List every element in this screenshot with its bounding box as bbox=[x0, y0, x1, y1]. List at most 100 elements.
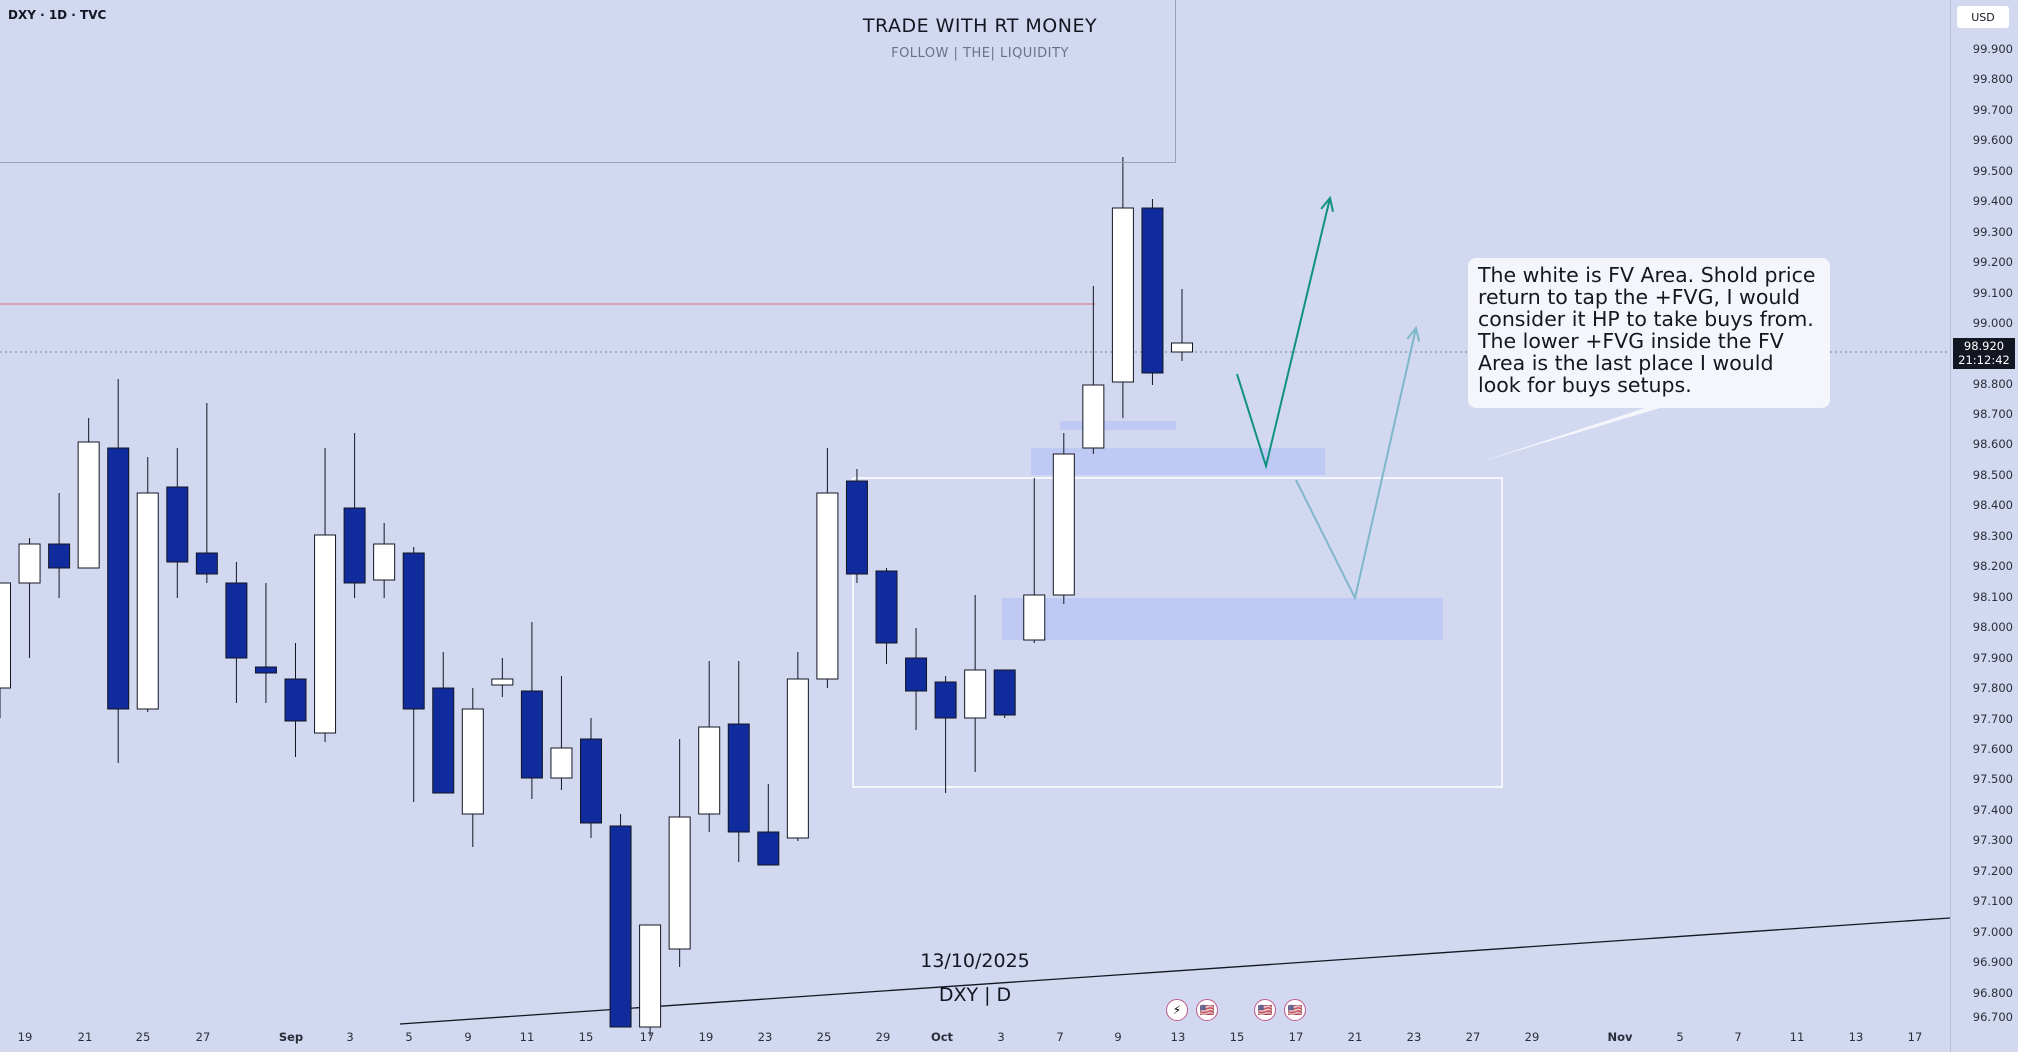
price-tick-label: 99.200 bbox=[1972, 255, 2013, 269]
bullish-candle bbox=[1082, 384, 1105, 449]
price-tick-label: 98.200 bbox=[1972, 559, 2013, 573]
bullish-candle bbox=[314, 534, 337, 734]
bearish-candle bbox=[993, 669, 1016, 716]
price-tick-label: 96.900 bbox=[1972, 955, 2013, 969]
note-pointer bbox=[1480, 408, 1660, 462]
bearish-candle bbox=[609, 825, 632, 1028]
bearish-candle bbox=[254, 666, 277, 674]
bullish-candle bbox=[77, 441, 100, 569]
price-tick-label: 98.800 bbox=[1972, 377, 2013, 391]
time-tick-label: 15 bbox=[1229, 1030, 1245, 1044]
price-tick-label: 96.800 bbox=[1972, 986, 2013, 1000]
price-tick-label: 97.900 bbox=[1972, 651, 2013, 665]
bullish-candle bbox=[1111, 207, 1134, 383]
price-tick-label: 98.500 bbox=[1972, 468, 2013, 482]
time-tick-label: 21 bbox=[77, 1030, 93, 1044]
price-tick-label: 99.500 bbox=[1972, 164, 2013, 178]
time-tick-label: 27 bbox=[195, 1030, 211, 1044]
time-tick-label: 27 bbox=[1465, 1030, 1481, 1044]
price-tick-label: 97.700 bbox=[1972, 712, 2013, 726]
price-tick-label: 99.300 bbox=[1972, 225, 2013, 239]
bearish-candle bbox=[875, 570, 898, 644]
time-tick-label: 5 bbox=[1676, 1030, 1684, 1044]
bullish-candle bbox=[816, 492, 839, 680]
price-tick-label: 97.800 bbox=[1972, 681, 2013, 695]
us-flag-icon[interactable]: 🇺🇸 bbox=[1254, 999, 1276, 1021]
bearish-candle bbox=[225, 582, 248, 659]
lightning-icon[interactable]: ⚡ bbox=[1166, 999, 1188, 1021]
price-tick-label: 99.000 bbox=[1972, 316, 2013, 330]
price-plot[interactable] bbox=[0, 0, 1950, 1052]
time-tick-label: 21 bbox=[1347, 1030, 1363, 1044]
bullish-candle bbox=[639, 924, 662, 1028]
time-tick-label: 19 bbox=[17, 1030, 33, 1044]
bearish-candle bbox=[845, 480, 868, 575]
projection-arrow-secondary-head bbox=[1406, 325, 1421, 342]
bullish-candle bbox=[1052, 453, 1075, 596]
price-tick-label: 97.000 bbox=[1972, 925, 2013, 939]
time-tick-label: 19 bbox=[698, 1030, 714, 1044]
countdown: 21:12:42 bbox=[1958, 353, 2010, 367]
time-tick-label: 17 bbox=[1288, 1030, 1304, 1044]
time-tick-label: 7 bbox=[1734, 1030, 1742, 1044]
annotation-note[interactable]: The white is FV Area. Shold price return… bbox=[1468, 258, 1830, 408]
projection-arrow-primary-head bbox=[1320, 195, 1334, 212]
time-tick-label: 29 bbox=[1524, 1030, 1540, 1044]
time-tick-label: Nov bbox=[1607, 1030, 1633, 1044]
bullish-candle bbox=[786, 678, 809, 839]
bullish-candle bbox=[491, 678, 514, 686]
price-tick-label: 98.700 bbox=[1972, 407, 2013, 421]
price-tick-label: 98.600 bbox=[1972, 437, 2013, 451]
price-tick-label: 97.300 bbox=[1972, 833, 2013, 847]
bearish-candle bbox=[905, 657, 928, 692]
bullish-candle bbox=[698, 726, 721, 815]
price-axis[interactable]: USD 99.900 99.800 99.700 99.600 99.500 99.400… bbox=[1950, 0, 2018, 1052]
price-tick-label: 99.900 bbox=[1972, 42, 2013, 56]
bullish-candle bbox=[136, 492, 159, 710]
bearish-candle bbox=[402, 552, 425, 710]
fvg-zone bbox=[1002, 598, 1443, 640]
time-tick-label: 17 bbox=[639, 1030, 655, 1044]
time-tick-label: 13 bbox=[1848, 1030, 1864, 1044]
time-tick-label: 11 bbox=[1789, 1030, 1805, 1044]
bullish-candle bbox=[18, 543, 41, 584]
bearish-candle bbox=[520, 690, 543, 779]
bearish-candle bbox=[757, 831, 780, 866]
last-price-badge: 98.920 21:12:42 bbox=[1953, 338, 2015, 369]
price-tick-label: 99.400 bbox=[1972, 194, 2013, 208]
bullish-candle bbox=[461, 708, 484, 815]
price-tick-label: 99.800 bbox=[1972, 72, 2013, 86]
price-tick-label: 99.700 bbox=[1972, 103, 2013, 117]
bullish-candle bbox=[550, 747, 573, 779]
time-tick-label: 25 bbox=[135, 1030, 151, 1044]
bullish-candle bbox=[373, 543, 396, 581]
bullish-candle bbox=[1023, 594, 1046, 641]
banner-box bbox=[0, 0, 1176, 163]
price-tick-label: 96.700 bbox=[1972, 1010, 2013, 1024]
price-tick-label: 98.100 bbox=[1972, 590, 2013, 604]
symbol-label[interactable]: DXY · 1D · TVC bbox=[8, 8, 107, 22]
date-text: 13/10/2025 bbox=[920, 950, 1030, 972]
chart-area[interactable]: TRADE WITH RT MONEY FOLLOW | THE| LIQUID… bbox=[0, 0, 1950, 1052]
time-tick-label: 7 bbox=[1056, 1030, 1064, 1044]
price-tick-label: 97.100 bbox=[1972, 894, 2013, 908]
projection-arrow-primary bbox=[1236, 197, 1331, 470]
last-price-value: 98.920 bbox=[1963, 339, 2005, 353]
fv-area-box bbox=[852, 477, 1503, 788]
bearish-candle bbox=[284, 678, 307, 722]
fvg-zone bbox=[1060, 421, 1176, 430]
price-tick-label: 98.300 bbox=[1972, 529, 2013, 543]
bullish-candle bbox=[0, 582, 11, 689]
currency-button[interactable]: USD bbox=[1957, 6, 2009, 28]
bullish-candle bbox=[668, 816, 691, 950]
us-flag-icon[interactable]: 🇺🇸 bbox=[1196, 999, 1218, 1021]
time-tick-label: 3 bbox=[346, 1030, 354, 1044]
time-tick-label: Oct bbox=[930, 1030, 954, 1044]
bearish-candle bbox=[166, 486, 189, 563]
bearish-candle bbox=[195, 552, 218, 575]
fvg-zone bbox=[1031, 448, 1325, 475]
price-tick-label: 98.000 bbox=[1972, 620, 2013, 634]
price-tick-label: 97.600 bbox=[1972, 742, 2013, 756]
price-tick-label: 98.400 bbox=[1972, 498, 2013, 512]
us-flag-icon[interactable]: 🇺🇸 bbox=[1284, 999, 1306, 1021]
